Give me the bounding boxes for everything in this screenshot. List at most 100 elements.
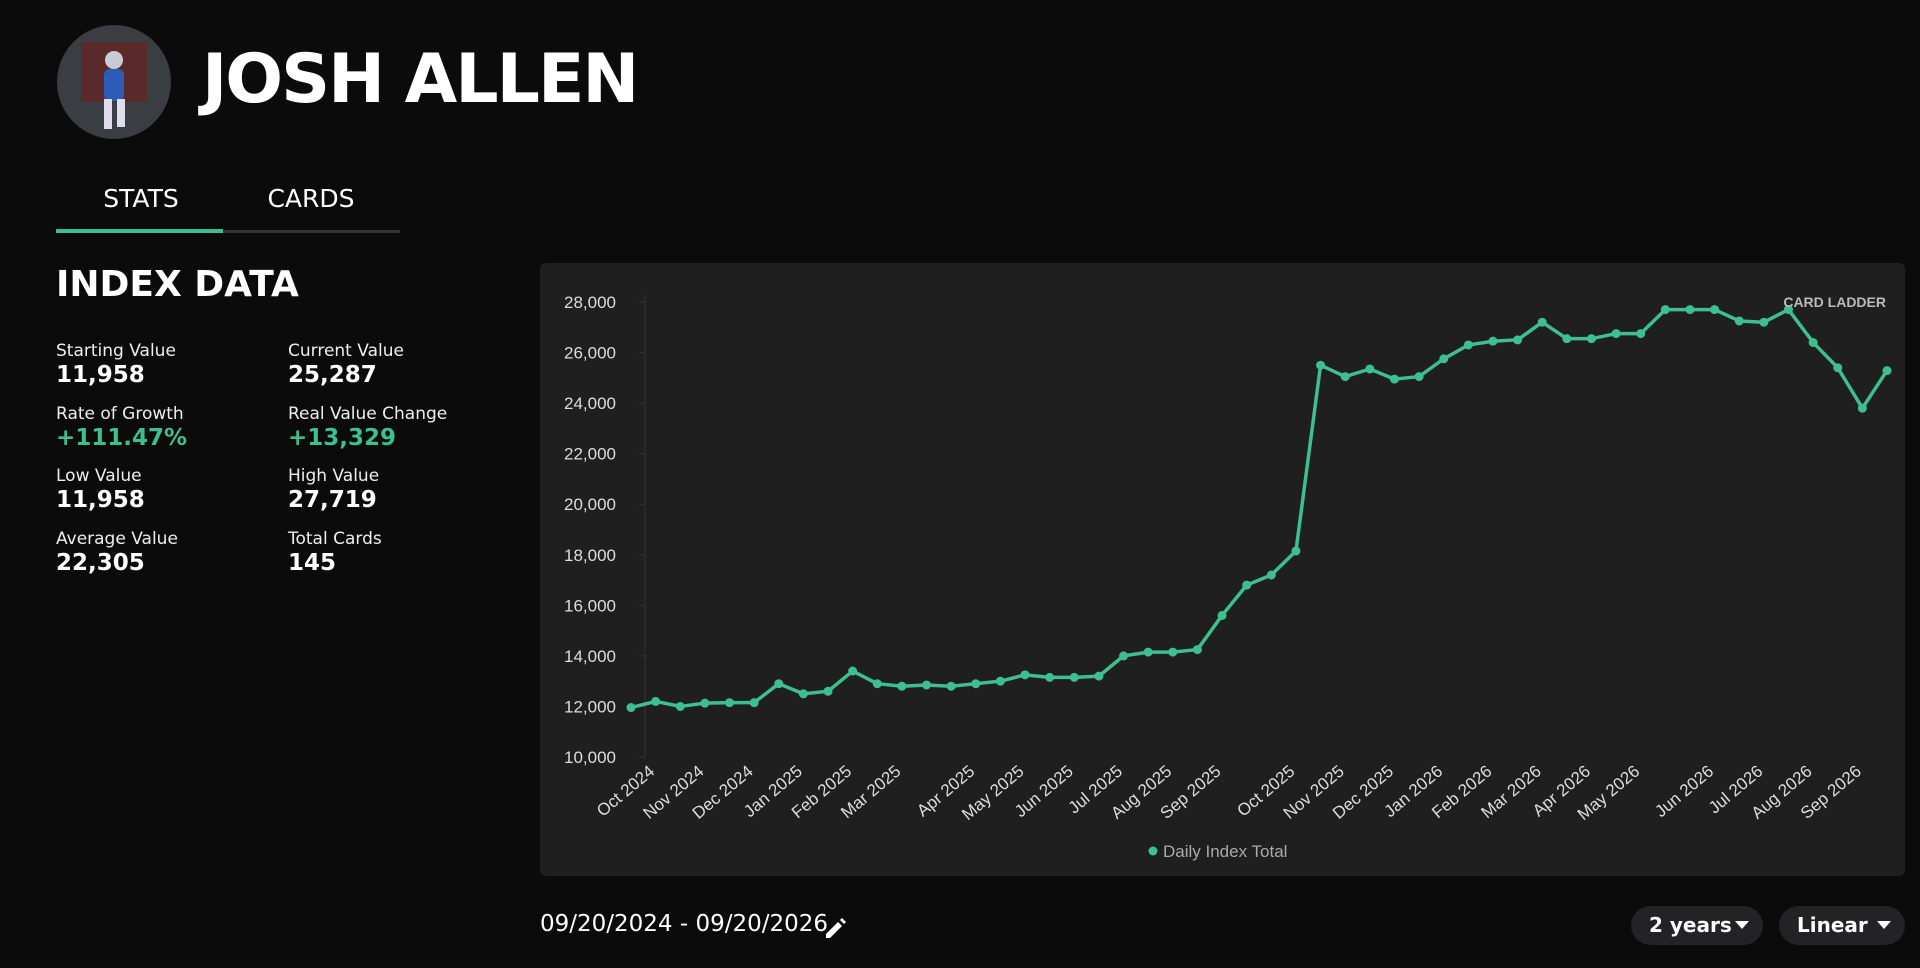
stat-label: Total Cards [288,528,382,549]
point [1439,354,1449,364]
point [1020,670,1030,680]
line [630,307,1889,710]
range-dropdown[interactable]: 2 years [1631,906,1763,945]
tab[interactable]: CARDS [267,184,355,213]
point [725,698,735,708]
point [1389,374,1399,384]
point [1168,647,1178,657]
y-tick-label: 10,000 [564,748,616,767]
stat-label: Current Value [288,341,404,361]
point [823,686,833,696]
point [1316,360,1326,370]
avatar [57,25,171,139]
chart: 10,000 12,000 14,000 16,000 18,000 20,000 22,0… [564,293,1892,861]
point [1217,610,1227,620]
tab-indicator [56,229,223,233]
point [971,679,981,689]
edit-icon[interactable] [823,915,849,941]
stat-value: 11,958 [56,362,145,388]
caret [1735,921,1749,929]
legend-marker [1148,846,1158,856]
point [1562,334,1572,344]
point [1094,671,1104,681]
point [1808,337,1818,347]
chart-panel: 10,000 12,000 14,000 16,000 18,000 20,000 22,0… [540,263,1905,876]
section-title: INDEX DATA [56,264,299,305]
point [1365,364,1375,374]
point [1266,570,1276,580]
stat-value: +111.47% [56,424,188,451]
y-tick-label: 18,000 [564,546,616,565]
y-tick-label: 24,000 [564,394,616,413]
point [1143,647,1153,657]
point [922,680,932,690]
point [1291,546,1301,556]
tab-track [56,230,400,233]
point [1340,372,1350,382]
point [1660,305,1670,315]
scale-label: Linear [1797,913,1868,937]
point [1759,317,1769,327]
point [1636,329,1646,339]
stat-label: Rate of Growth [56,403,184,424]
point [700,698,710,708]
point [897,681,907,691]
scale-dropdown[interactable]: Linear [1779,906,1905,945]
point [1783,305,1793,315]
point [1685,305,1695,315]
stat-label: Starting Value [56,341,176,361]
point [946,681,956,691]
point [774,679,784,689]
stat-label: Low Value [56,466,142,486]
point [675,701,685,711]
point [1734,316,1744,326]
y-tick-label: 26,000 [564,344,616,363]
point [651,696,661,706]
point [1463,340,1473,350]
y-tick-label: 16,000 [564,596,616,615]
range-label: 2 years [1649,913,1732,937]
tab[interactable]: STATS [103,184,179,213]
stat-label: Average Value [56,528,178,549]
point [1882,366,1892,376]
point [1710,305,1720,315]
y-tick-label: 20,000 [564,495,616,514]
point [995,676,1005,686]
point [1414,372,1424,382]
point [1045,672,1055,682]
point [798,689,808,699]
point [626,703,636,713]
point [1069,672,1079,682]
stat-value: 22,305 [56,549,145,576]
point [1513,335,1523,345]
point [749,698,759,708]
stat-label: Real Value Change [288,403,448,424]
point [1857,403,1867,413]
stat-value: +13,329 [288,424,397,451]
point [872,679,882,689]
y-tick-label: 12,000 [564,697,616,716]
point [1586,334,1596,344]
point [1192,645,1202,655]
player-name: JOSH ALLEN [202,40,639,119]
watermark: CARD LADDER [1783,294,1886,310]
point [1119,651,1129,661]
x-tick-label: Jun 2026 [1651,762,1717,822]
stat-label: High Value [288,466,380,486]
point [1242,580,1252,590]
point [848,666,858,676]
caret [1877,921,1891,929]
y-tick-label: 22,000 [564,445,616,464]
point [1833,363,1843,373]
stat-value: 11,958 [56,487,145,513]
point [1537,317,1547,327]
stat-value: 27,719 [288,487,377,513]
date-range: 09/20/2024 - 09/20/2026 [540,911,829,937]
point [1488,336,1498,346]
y-tick-label: 14,000 [564,647,616,666]
stat-value: 145 [288,549,337,576]
legend-label: Daily Index Total [1163,842,1287,861]
point [1611,329,1621,339]
y-tick-label: 28,000 [564,293,616,312]
